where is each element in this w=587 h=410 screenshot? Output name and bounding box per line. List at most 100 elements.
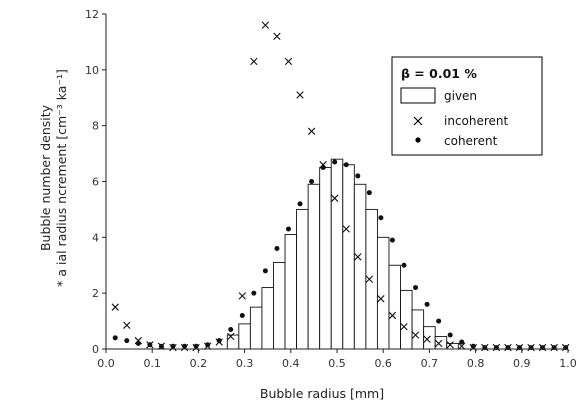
coherent-point: [274, 246, 280, 251]
coherent-point: [297, 201, 303, 207]
incoherent-point-stroke: [123, 321, 131, 329]
incoherent-point-stroke: [331, 194, 339, 202]
incoherent-point-stroke: [307, 127, 316, 135]
incoherent-point: [446, 341, 454, 349]
incoherent-point: [411, 331, 420, 339]
coherent-point: [262, 268, 268, 274]
coherent-point: [401, 262, 407, 268]
x-tick-label: 0.6: [374, 357, 392, 370]
coherent-point: [193, 343, 199, 349]
coherent-point: [285, 226, 291, 232]
incoherent-point-stroke: [250, 57, 258, 66]
legend-title: β = 0.01 %: [401, 66, 477, 81]
coherent-point: [459, 339, 465, 345]
axes: [102, 13, 569, 353]
coherent-point: [158, 343, 164, 349]
incoherent-point-stroke: [434, 339, 443, 348]
incoherent-point-stroke: [227, 332, 235, 341]
y-tick-label: 4: [92, 231, 99, 244]
incoherent-point: [296, 91, 304, 99]
histogram-bar: [365, 208, 378, 350]
y-tick-label: 8: [92, 120, 99, 133]
y-axis-label-line2: * a ial radius ncrement [cm⁻³ ka⁻¹]: [54, 69, 69, 287]
coherent-point: [147, 342, 153, 348]
incoherent-point-stroke: [388, 311, 397, 320]
incoherent-point: [423, 335, 431, 343]
incoherent-point: [261, 21, 270, 29]
incoherent-point-stroke: [446, 341, 454, 349]
incoherent-point: [250, 57, 258, 66]
incoherent-point: [458, 342, 466, 350]
histogram-bar: [342, 164, 355, 350]
incoherent-point-stroke: [354, 253, 362, 261]
incoherent-point: [377, 295, 385, 303]
incoherent-point-stroke: [284, 57, 293, 66]
incoherent-point-stroke: [377, 295, 385, 303]
incoherent-point-stroke: [296, 91, 304, 99]
x-axis-label: Bubble radius [mm]: [260, 386, 384, 401]
incoherent-point-stroke: [261, 21, 270, 29]
coherent-point: [112, 335, 118, 341]
incoherent-point-stroke: [400, 322, 408, 331]
coherent-point: [251, 290, 257, 296]
legend-coherent-marker: [415, 137, 421, 143]
histogram-bar: [284, 234, 298, 350]
y-axis-label-line1: Bubble number density: [38, 104, 53, 251]
coherent-point: [205, 342, 211, 348]
histogram-bar: [226, 334, 240, 350]
legend: β = 0.01 % given incoherent coherent: [391, 56, 543, 156]
histogram-bar: [353, 183, 367, 350]
x-tick-label: 1.0: [559, 357, 577, 370]
incoherent-point: [365, 275, 374, 283]
incoherent-point-stroke: [411, 331, 420, 339]
histogram-bar: [273, 262, 286, 350]
x-tick-label: 0.5: [328, 357, 346, 370]
incoherent-point: [400, 322, 408, 331]
coherent-point: [389, 237, 395, 243]
coherent-point: [124, 338, 130, 344]
incoherent-point: [273, 32, 281, 41]
incoherent-point-stroke: [111, 303, 119, 311]
histogram-bar: [376, 236, 390, 350]
legend-incoherent-marker: [413, 116, 423, 126]
incoherent-point: [354, 253, 362, 261]
incoherent-point: [434, 339, 443, 348]
histogram-bar: [330, 158, 344, 350]
histogram-bar: [238, 323, 251, 350]
coherent-point: [343, 162, 349, 168]
x-tick-label: 0.1: [143, 357, 161, 370]
incoherent-point-stroke: [238, 292, 246, 300]
y-tick-label: 2: [92, 287, 99, 300]
incoherent-point: [331, 194, 339, 202]
histogram-bar: [249, 306, 263, 350]
coherent-point: [239, 313, 245, 318]
histogram-bar: [296, 208, 309, 350]
coherent-point: [216, 338, 222, 344]
coherent-point: [436, 318, 442, 324]
incoherent-point-stroke: [342, 225, 350, 233]
coherent-point: [332, 159, 338, 165]
tick-labels: 0 2 4 6 8 10 12 0.0 0.1 0.2 0.3 0.4 0.5 0.6 0.7 0.8 0.9 1…: [85, 8, 577, 370]
x-tick-label: 0.3: [236, 357, 254, 370]
coherent-point: [424, 301, 430, 307]
incoherent-point-stroke: [423, 335, 431, 343]
coherent-point: [135, 340, 141, 346]
legend-entry-given: given: [444, 89, 477, 103]
coherent-point: [447, 332, 453, 338]
histogram-bar: [319, 167, 332, 350]
histogram-bar: [400, 289, 413, 350]
incoherent-point-stroke: [273, 32, 281, 41]
x-tick-label: 0.9: [513, 357, 531, 370]
incoherent-point: [238, 292, 246, 300]
histogram-bar: [261, 287, 274, 350]
coherent-point: [413, 285, 419, 291]
x-tick-label: 0.0: [97, 357, 115, 370]
coherent-point: [309, 179, 315, 184]
y-tick-label: 10: [85, 64, 99, 77]
y-tick-label: 6: [92, 176, 99, 189]
histogram-bars: [226, 158, 459, 350]
coherent-point: [182, 343, 188, 349]
coherent-point: [228, 326, 234, 332]
histogram-bar: [411, 309, 425, 350]
